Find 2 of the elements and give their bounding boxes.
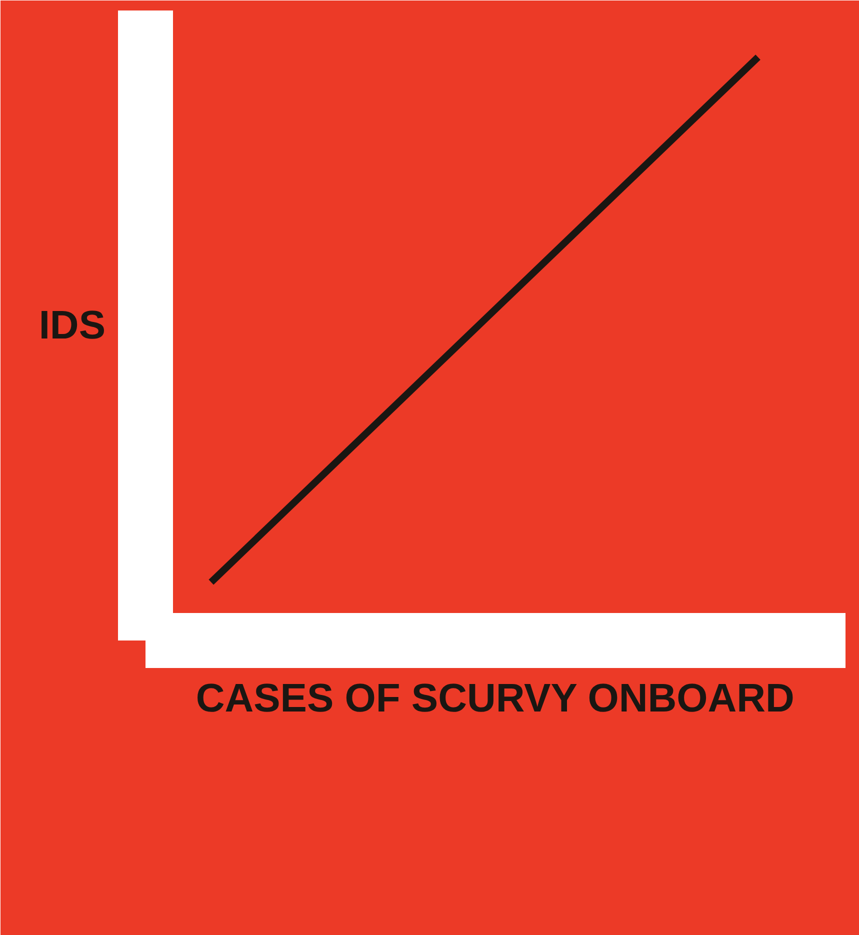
y-axis-title: IDS: [38, 304, 106, 348]
x-axis-title: CASES OF SCURVY ONBOARD: [196, 676, 794, 720]
